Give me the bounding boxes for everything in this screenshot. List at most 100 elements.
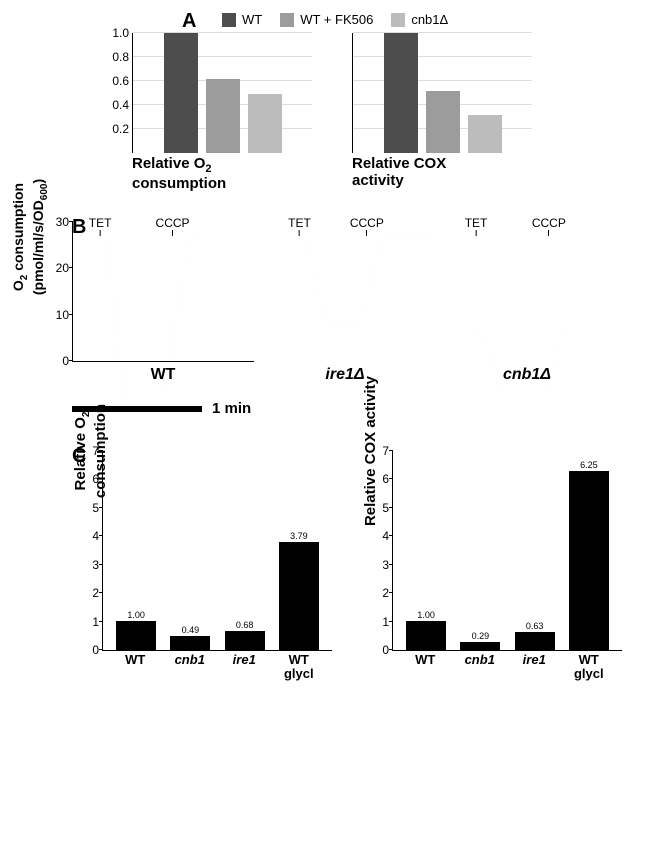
legend-swatch	[280, 13, 294, 27]
y-tick-label: 0	[92, 643, 103, 657]
legend-item: cnb1Δ	[391, 12, 448, 27]
bar-value-label: 6.25	[580, 460, 598, 470]
y-tick-label: 6	[382, 472, 393, 486]
bar	[515, 632, 555, 650]
panel-c-xlabels: WT cnb1 ire1 WTglycl	[102, 653, 332, 682]
bars-group	[133, 33, 312, 153]
bar-wrap: 0.68	[222, 620, 268, 650]
bar-value-label: 0.68	[236, 620, 254, 630]
bar	[225, 631, 265, 650]
bar	[460, 642, 500, 650]
panel-c-plot: 012345671.000.290.636.25	[392, 451, 622, 651]
legend-label: WT + FK506	[300, 12, 373, 27]
y-tick-label: 20	[56, 261, 73, 275]
y-tick-label: 7	[92, 444, 103, 458]
x-tick-label: ire1	[511, 653, 557, 682]
trace-line	[436, 328, 618, 403]
panel-a-chart: 0.20.40.60.81.0Relative O2consumption	[132, 33, 312, 192]
trace-wrap: TETCCCPire1Δ	[254, 222, 436, 384]
x-tick-label: WTglycl	[566, 653, 612, 682]
legend-swatch	[222, 13, 236, 27]
bar	[170, 636, 210, 650]
y-tick-label: 30	[56, 215, 73, 229]
bar	[406, 621, 446, 650]
legend-item: WT	[222, 12, 262, 27]
bar-wrap: 6.25	[566, 460, 612, 650]
bar-value-label: 1.00	[417, 610, 435, 620]
legend-item: WT + FK506	[280, 12, 373, 27]
y-tick-label: 5	[92, 501, 103, 515]
y-tick-label: 3	[382, 558, 393, 572]
legend-label: WT	[242, 12, 262, 27]
panel-a-plot	[352, 33, 532, 153]
panel-c-chart: Relative COX activity012345671.000.290.6…	[392, 451, 622, 682]
panel-c-ylabel: Relative COX activity	[362, 351, 379, 551]
bar	[279, 542, 319, 650]
panel-a: A WTWT + FK506cnb1Δ 0.20.40.60.81.0Relat…	[12, 12, 653, 192]
y-tick-label: 0.6	[112, 74, 133, 88]
bar	[164, 33, 198, 153]
x-tick-label: WTglycl	[276, 653, 322, 682]
panel-b-ylabel: O2 consumption(pmol/ml/s/OD600)	[10, 147, 50, 327]
bar-value-label: 0.63	[526, 621, 544, 631]
panel-a-xlabel: Relative COXactivity	[352, 155, 532, 189]
legend-swatch	[391, 13, 405, 27]
bars-group	[353, 33, 532, 153]
y-tick-label: 6	[92, 472, 103, 486]
y-tick-label: 0.4	[112, 98, 133, 112]
x-tick-label: ire1	[221, 653, 267, 682]
trace-svg	[436, 222, 618, 404]
bar	[116, 621, 156, 650]
bar-wrap: 0.29	[457, 631, 503, 650]
y-tick-label: 1	[382, 615, 393, 629]
bar-value-label: 0.29	[472, 631, 490, 641]
trace-svg	[254, 222, 436, 404]
x-tick-label: WT	[112, 653, 158, 682]
bar-value-label: 1.00	[127, 610, 145, 620]
bar-value-label: 0.49	[182, 625, 200, 635]
y-tick-label: 7	[382, 444, 393, 458]
x-tick-label: cnb1	[167, 653, 213, 682]
trace-line	[254, 233, 436, 322]
bar-wrap: 0.63	[512, 621, 558, 650]
panel-a-chart: Relative COXactivity	[352, 33, 532, 192]
x-tick-label: WT	[402, 653, 448, 682]
bar	[569, 471, 609, 650]
bar-value-label: 3.79	[290, 531, 308, 541]
y-tick-label: 0.2	[112, 122, 133, 136]
y-tick-label: 1.0	[112, 26, 133, 40]
panel-c: C Relative O2consumption012345671.000.49…	[12, 451, 653, 682]
bar	[468, 115, 502, 153]
panel-c-chart: Relative O2consumption012345671.000.490.…	[102, 451, 332, 682]
y-tick-label: 2	[382, 586, 393, 600]
panel-c-xlabels: WT cnb1 ire1 WTglycl	[392, 653, 622, 682]
bars-group: 1.00 0.49 0.68 3.79	[103, 451, 332, 650]
legend-label: cnb1Δ	[411, 12, 448, 27]
y-tick-label: 0.8	[112, 50, 133, 64]
x-tick-label: cnb1	[457, 653, 503, 682]
y-tick-label: 4	[92, 529, 103, 543]
panel-a-label: A	[182, 10, 196, 33]
bar-wrap: 0.49	[167, 625, 213, 650]
panel-a-xlabel: Relative O2consumption	[132, 155, 312, 192]
panel-a-legend: WT WT + FK506 cnb1Δ	[222, 12, 653, 27]
y-tick-label: 5	[382, 501, 393, 515]
panel-c-row: Relative O2consumption012345671.000.490.…	[102, 451, 653, 682]
y-tick-label: 4	[382, 529, 393, 543]
bar-wrap: 1.00	[403, 610, 449, 650]
y-tick-label: 2	[92, 586, 103, 600]
trace-plot: TETCCCP	[436, 222, 618, 362]
trace-plot: 0102030TETCCCP	[72, 222, 254, 362]
bar	[426, 91, 460, 153]
bar-wrap: 1.00	[113, 610, 159, 650]
y-tick-label: 0	[382, 643, 393, 657]
bar	[248, 94, 282, 153]
y-tick-label: 3	[92, 558, 103, 572]
panel-a-charts: 0.20.40.60.81.0Relative O2consumptionRel…	[132, 33, 653, 192]
panel-a-plot: 0.20.40.60.81.0	[132, 33, 312, 153]
bar	[384, 33, 418, 153]
panel-c-plot: 012345671.000.490.683.79	[102, 451, 332, 651]
y-tick-label: 10	[56, 308, 73, 322]
trace-plot: TETCCCP	[254, 222, 436, 362]
bars-group: 1.00 0.29 0.63 6.25	[393, 451, 622, 650]
